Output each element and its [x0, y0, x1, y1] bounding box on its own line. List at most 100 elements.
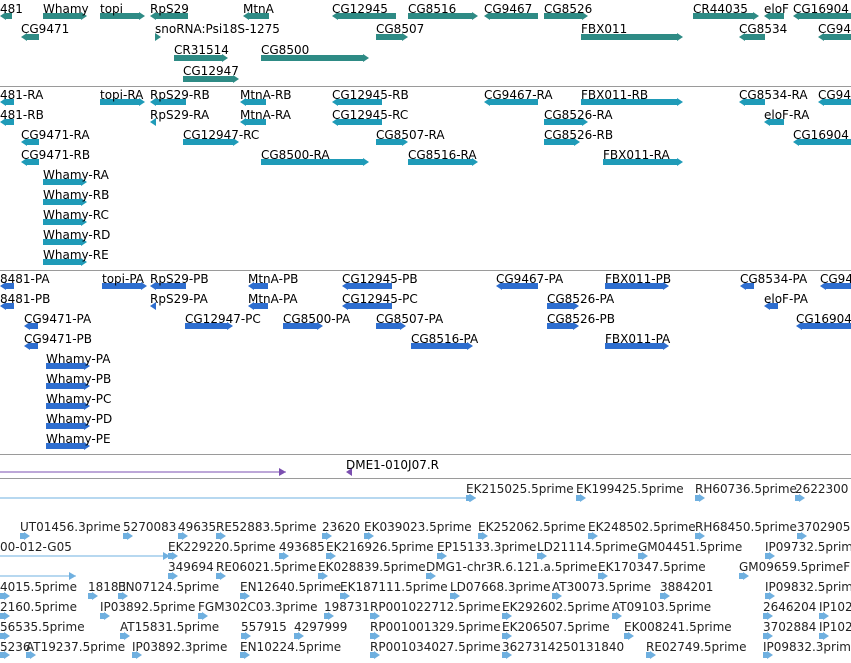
feature-arrow-icon[interactable]	[46, 362, 90, 370]
feature-arrow-icon[interactable]	[241, 632, 251, 640]
feature-label[interactable]: snoRNA:Psi18S-1275	[155, 22, 280, 36]
feature-arrow-icon[interactable]	[294, 632, 304, 640]
feature-label[interactable]: 557915	[241, 620, 287, 634]
feature-arrow-icon[interactable]	[340, 592, 350, 600]
feature-arrow-icon[interactable]	[174, 54, 228, 62]
feature-label[interactable]: 3702905	[797, 520, 851, 534]
feature-arrow-icon[interactable]	[178, 532, 188, 540]
feature-label[interactable]: EN12640.5prime	[240, 580, 342, 594]
feature-arrow-icon[interactable]	[243, 12, 269, 20]
feature-arrow-icon[interactable]	[216, 572, 226, 580]
feature-label[interactable]: EK199425.5prime	[576, 482, 684, 496]
feature-label[interactable]: FGM302C03.3prime	[198, 600, 318, 614]
feature-label[interactable]: 2160.5prime	[0, 600, 77, 614]
feature-arrow-icon[interactable]	[123, 532, 133, 540]
feature-arrow-icon[interactable]	[46, 442, 90, 450]
feature-arrow-icon[interactable]	[0, 282, 14, 290]
feature-arrow-icon[interactable]	[646, 651, 656, 659]
feature-arrow-icon[interactable]	[364, 532, 374, 540]
feature-label[interactable]: CG8526-PA	[547, 292, 615, 306]
feature-label[interactable]: 5270083	[123, 520, 177, 534]
feature-label[interactable]: Whamy	[43, 2, 89, 16]
feature-label[interactable]: CG8534	[739, 22, 788, 36]
feature-label[interactable]: CG8516	[408, 2, 457, 16]
feature-arrow-icon[interactable]	[739, 572, 749, 580]
feature-arrow-icon[interactable]	[102, 282, 147, 290]
feature-label[interactable]: RpS29	[150, 2, 189, 16]
feature-arrow-icon[interactable]	[150, 118, 156, 126]
feature-label[interactable]: LD07668.3prime	[450, 580, 551, 594]
feature-label[interactable]: eloF-PA	[764, 292, 808, 306]
feature-arrow-icon[interactable]	[370, 632, 380, 640]
feature-label[interactable]: EK248502.5prime	[588, 520, 696, 534]
feature-arrow-icon[interactable]	[605, 282, 669, 290]
feature-arrow-icon[interactable]	[283, 322, 323, 330]
feature-arrow-icon[interactable]	[43, 178, 87, 186]
feature-arrow-icon[interactable]	[240, 592, 250, 600]
feature-arrow-icon[interactable]	[0, 592, 10, 600]
feature-label[interactable]: eloF	[764, 2, 789, 16]
feature-label[interactable]: CG12947-RC	[183, 128, 260, 142]
feature-arrow-icon[interactable]	[216, 532, 226, 540]
feature-arrow-icon[interactable]	[581, 98, 683, 106]
feature-label[interactable]: 4015.5prime	[0, 580, 77, 594]
feature-arrow-icon[interactable]	[43, 198, 87, 206]
feature-label[interactable]: 5236	[0, 640, 31, 654]
feature-arrow-icon[interactable]	[544, 12, 588, 20]
feature-label[interactable]: CG8534-RA	[739, 88, 808, 102]
feature-arrow-icon[interactable]	[168, 552, 178, 560]
feature-label[interactable]: LD21114.5prime	[537, 540, 638, 554]
feature-arrow-icon[interactable]	[198, 612, 208, 620]
feature-arrow-icon[interactable]	[376, 33, 408, 41]
feature-arrow-icon[interactable]	[819, 612, 829, 620]
feature-label[interactable]: FBX011-RA	[603, 148, 670, 162]
feature-arrow-icon[interactable]	[24, 322, 38, 330]
feature-arrow-icon[interactable]	[132, 651, 142, 659]
feature-label[interactable]: MtnA-RB	[240, 88, 292, 102]
feature-arrow-icon[interactable]	[46, 422, 90, 430]
feature-arrow-icon[interactable]	[537, 552, 547, 560]
feature-arrow-icon[interactable]	[261, 54, 369, 62]
feature-label[interactable]: CG8500-RA	[261, 148, 330, 162]
feature-label[interactable]: CG8507	[376, 22, 425, 36]
feature-arrow-icon[interactable]	[150, 98, 186, 106]
feature-arrow-icon[interactable]	[496, 282, 538, 290]
feature-arrow-icon[interactable]	[240, 98, 266, 106]
feature-arrow-icon[interactable]	[796, 322, 851, 330]
feature-label[interactable]: EK008241.5prime	[624, 620, 732, 634]
feature-label[interactable]: RP001022712.5prime	[370, 600, 501, 614]
feature-arrow-icon[interactable]	[818, 33, 851, 41]
feature-label[interactable]: CG9467	[484, 2, 533, 16]
feature-arrow-icon[interactable]	[43, 258, 87, 266]
feature-label[interactable]: RE06021.5prime	[216, 560, 317, 574]
feature-label[interactable]: FBX011-PA	[605, 332, 671, 346]
feature-arrow-icon[interactable]	[0, 98, 14, 106]
feature-label[interactable]: CG94	[820, 272, 851, 286]
feature-arrow-icon[interactable]	[0, 612, 10, 620]
feature-label[interactable]: DME1-010J07.R	[346, 458, 440, 472]
feature-label[interactable]: MtnA-RA	[240, 108, 291, 122]
feature-label[interactable]: RP001001329.5prime	[370, 620, 501, 634]
feature-arrow-icon[interactable]	[376, 138, 408, 146]
feature-arrow-icon[interactable]	[502, 651, 512, 659]
feature-label[interactable]: RpS29-RB	[150, 88, 210, 102]
feature-arrow-icon[interactable]	[605, 342, 669, 350]
feature-arrow-icon[interactable]	[693, 12, 759, 20]
feature-arrow-icon[interactable]	[740, 282, 754, 290]
feature-label[interactable]: Whamy-RA	[43, 168, 109, 182]
feature-label[interactable]: MtnA	[243, 2, 274, 16]
feature-label[interactable]: topi	[100, 2, 123, 16]
feature-label[interactable]: DMG1-chr3R.6.121.a.5prime	[426, 560, 598, 574]
feature-label[interactable]: CG9471-PA	[24, 312, 92, 326]
feature-label[interactable]: CG12945	[332, 2, 388, 16]
feature-arrow-icon[interactable]	[332, 98, 382, 106]
feature-label[interactable]: 8481-PB	[0, 292, 51, 306]
feature-label[interactable]: RE02749.5prime	[646, 640, 747, 654]
feature-arrow-icon[interactable]	[819, 632, 829, 640]
feature-label[interactable]: CG16904	[793, 128, 849, 142]
feature-arrow-icon[interactable]	[24, 342, 38, 350]
feature-label[interactable]: Whamy-PC	[46, 392, 112, 406]
feature-arrow-icon[interactable]	[484, 98, 538, 106]
feature-arrow-icon[interactable]	[248, 282, 268, 290]
feature-label[interactable]: CG8526-PB	[547, 312, 616, 326]
